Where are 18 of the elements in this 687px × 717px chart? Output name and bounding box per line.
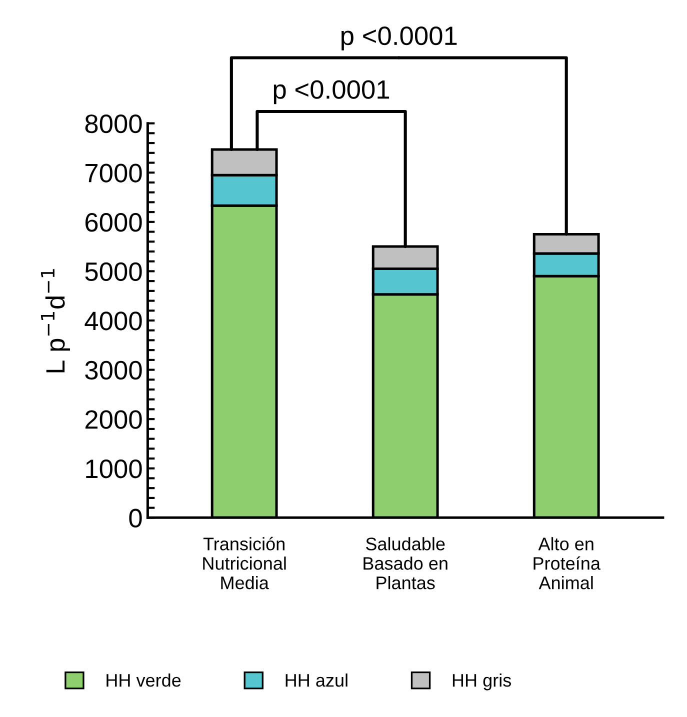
annotation: p <0.0001 bbox=[274, 80, 390, 104]
y-tick-label: 8000 bbox=[85, 114, 142, 134]
y-tick-label: 1000 bbox=[86, 460, 142, 478]
x-tick-label: Transición Nutricional Media bbox=[203, 536, 286, 590]
y-tick-label: 6000 bbox=[85, 213, 142, 232]
y-tick-label: 2000 bbox=[85, 410, 142, 429]
y-tick-label: 4000 bbox=[84, 312, 142, 330]
legend-label: HH azul bbox=[286, 673, 348, 687]
legend-label: HH verde bbox=[106, 673, 181, 687]
y-tick-label: 0 bbox=[129, 508, 142, 528]
legend-label: HH gris bbox=[452, 673, 511, 690]
x-tick-label: Alto en Proteína Animal bbox=[534, 537, 600, 590]
y-tick-label: 3000 bbox=[85, 360, 142, 380]
x-tick-label: Saludable Basado en Plantas bbox=[364, 537, 448, 590]
annotation: p <0.0001 bbox=[342, 26, 457, 50]
y-tick-label: 5000 bbox=[85, 262, 142, 282]
y-tick-label: 7000 bbox=[86, 164, 142, 182]
y-axis-title: L p$^{−1}$d$^{−1}$ bbox=[40, 269, 70, 372]
